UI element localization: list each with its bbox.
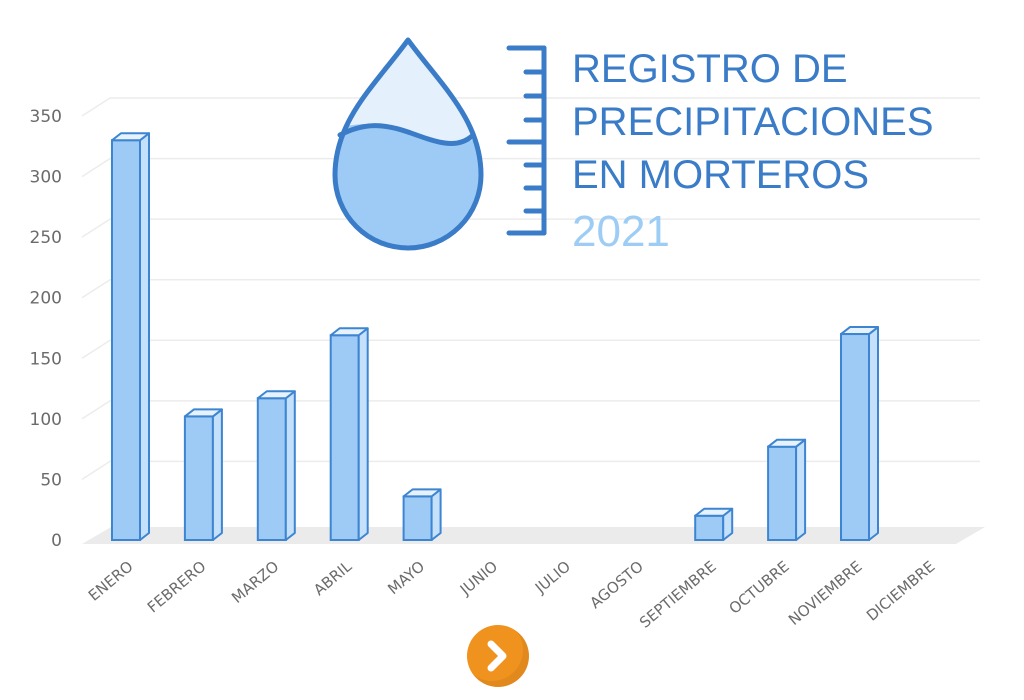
bar-front <box>111 139 141 541</box>
bars <box>111 132 879 542</box>
gridline <box>81 97 980 117</box>
y-tick-label: 250 <box>30 228 62 248</box>
y-axis: 0 50 100 150 200 250 300 350 <box>30 107 62 551</box>
bar-front <box>840 333 870 541</box>
y-tick-label: 50 <box>40 470 62 490</box>
gridline <box>81 278 980 299</box>
bar-side <box>139 132 150 541</box>
y-tick-label: 0 <box>51 531 62 551</box>
x-tick-label: ABRIL <box>310 557 356 599</box>
chart-title-line-3: EN MORTEROS <box>572 153 869 197</box>
gridline <box>81 157 980 178</box>
bar-top <box>694 507 734 517</box>
bar-side <box>357 327 369 541</box>
bar-marzo <box>256 390 296 541</box>
bar-noviembre <box>840 326 879 541</box>
y-tick-label: 150 <box>30 349 62 369</box>
bar-febrero <box>183 408 223 542</box>
bar-side <box>284 390 296 541</box>
bar-mayo <box>402 488 442 542</box>
bar-side <box>868 326 879 541</box>
chevron-right-icon <box>487 640 507 672</box>
bar-septiembre <box>694 507 734 541</box>
bar-side <box>795 438 807 541</box>
bar-top <box>767 438 807 448</box>
bar-front <box>767 445 798 541</box>
next-button[interactable] <box>467 625 529 687</box>
bar-front <box>402 495 433 542</box>
x-tick-label: ENERO <box>85 557 137 604</box>
bar-octubre <box>767 438 807 541</box>
gridline <box>81 460 980 481</box>
x-tick-label: JUNIO <box>456 557 501 599</box>
bar-top <box>256 390 296 400</box>
chart-title-line-2: PRECIPITACIONES <box>572 100 934 144</box>
bar-front <box>183 415 214 542</box>
y-tick-label: 350 <box>30 107 62 127</box>
bar-enero <box>111 132 150 541</box>
bar-top <box>329 327 369 337</box>
y-tick-label: 200 <box>30 289 62 309</box>
ruler-icon <box>506 45 547 236</box>
x-tick-label: MARZO <box>228 557 282 607</box>
bar-top <box>111 132 150 142</box>
y-tick-label: 300 <box>30 168 62 188</box>
chart-subtitle-year: 2021 <box>572 207 670 256</box>
x-tick-label: DICIEMBRE <box>863 557 939 624</box>
gridline <box>81 339 980 359</box>
chart-floor <box>82 527 985 544</box>
x-tick-label: NOVIEMBRE <box>785 557 866 629</box>
x-tick-label: SEPTIEMBRE <box>636 557 720 631</box>
x-tick-label: FEBRERO <box>144 557 210 616</box>
y-tick-label: 100 <box>30 410 62 430</box>
bar-side <box>211 408 223 541</box>
gridlines <box>81 97 980 481</box>
x-tick-label: MAYO <box>384 557 428 598</box>
x-tick-label: OCTUBRE <box>725 557 792 617</box>
x-tick-label: AGOSTO <box>586 557 647 612</box>
bar-top <box>840 326 879 336</box>
bar-top <box>402 488 442 498</box>
bar-front <box>329 334 360 542</box>
bar-abril <box>329 327 369 542</box>
gridline <box>81 218 980 238</box>
water-drop-icon <box>332 37 484 251</box>
bar-top <box>183 408 223 418</box>
gridline <box>81 400 980 420</box>
x-axis: ENERO FEBRERO MARZO ABRIL MAYO JUNIO JULIO AGOS… <box>85 557 939 632</box>
bar-front <box>694 514 725 541</box>
bar-front <box>256 397 287 541</box>
bar-side <box>430 488 442 541</box>
chart-title-line-1: REGISTRO DE <box>572 47 848 91</box>
x-tick-label: JULIO <box>531 557 574 597</box>
